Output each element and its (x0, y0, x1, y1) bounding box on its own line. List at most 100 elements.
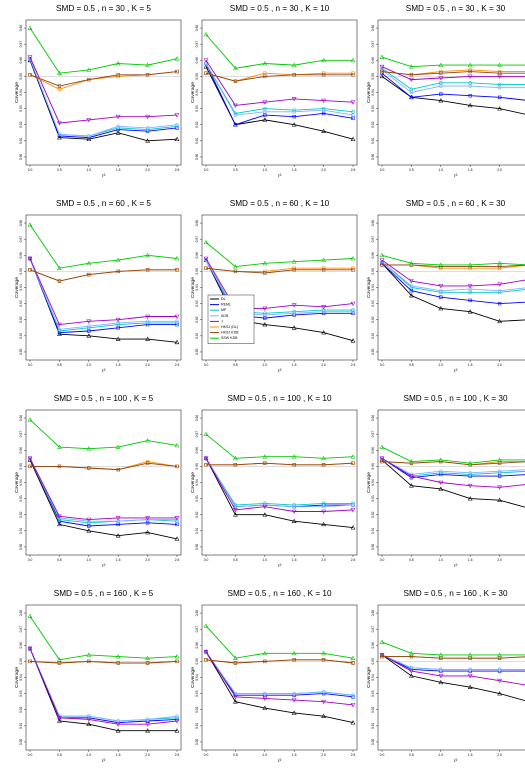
y-tick-label: 0.90 (371, 739, 375, 746)
legend-entry: SSW KDB (221, 336, 238, 340)
x-tick-label: 2.0 (145, 363, 150, 367)
series-line-3 (206, 458, 353, 505)
y-tick-label: 0.90 (19, 154, 23, 161)
series-line-5 (206, 60, 353, 105)
series-line-1 (30, 460, 177, 539)
panel-title: SMD = 0.5 , n = 30 , K = 10 (230, 4, 330, 13)
y-tick-label: 0.98 (371, 610, 375, 617)
x-tick-label: 2.5 (175, 363, 180, 367)
data-point (28, 614, 32, 617)
x-tick-label: 0.5 (57, 363, 62, 367)
x-tick-label: 0.0 (28, 558, 33, 562)
y-tick-label: 0.93 (19, 105, 23, 112)
series-line-8 (206, 626, 353, 658)
y-tick-label: 0.91 (371, 137, 375, 144)
y-tick-label: 0.97 (371, 236, 375, 243)
y-axis-label: Coverage (190, 667, 196, 688)
y-axis-label: Coverage (366, 82, 372, 103)
x-tick-label: 2.0 (497, 168, 502, 172)
plot-frame (202, 605, 357, 750)
series-line-8 (30, 616, 177, 660)
x-tick-label: 0.5 (233, 753, 238, 757)
y-tick-label: 0.98 (371, 25, 375, 32)
series-line-3 (382, 655, 525, 670)
series-line-7 (382, 462, 525, 465)
series-line-2 (30, 649, 177, 723)
series-line-1 (382, 76, 525, 115)
y-tick-label: 0.95 (371, 268, 375, 275)
plot-frame (378, 215, 525, 360)
y-tick-label: 0.93 (19, 495, 23, 502)
data-point (380, 55, 384, 58)
legend-entry: REML (221, 303, 231, 307)
y-tick-label: 0.98 (19, 220, 23, 227)
data-point (175, 57, 179, 60)
y-tick-label: 0.90 (195, 544, 199, 551)
x-tick-label: 2.0 (321, 753, 326, 757)
y-tick-label: 0.96 (195, 447, 199, 454)
plot-frame (202, 410, 357, 555)
plot-frame (26, 215, 181, 360)
x-tick-label: 0.0 (28, 168, 33, 172)
panel-6: SMD = 0.5 , n = 60 , K = 300.900.910.920… (366, 199, 525, 373)
y-tick-label: 0.92 (195, 121, 199, 128)
x-axis-label: τ² (278, 173, 282, 178)
y-axis-label: Coverage (366, 472, 372, 493)
y-tick-label: 0.93 (195, 105, 199, 112)
y-tick-label: 0.93 (371, 105, 375, 112)
x-tick-label: 1.5 (468, 363, 473, 367)
x-tick-label: 0.0 (204, 558, 209, 562)
y-tick-label: 0.90 (371, 154, 375, 161)
data-point (28, 26, 32, 29)
y-tick-label: 0.90 (19, 739, 23, 746)
series-line-8 (206, 434, 353, 458)
x-tick-label: 0.5 (57, 753, 62, 757)
x-axis-label: τ² (454, 563, 458, 568)
x-tick-label: 0.5 (409, 558, 414, 562)
x-tick-label: 2.5 (351, 363, 356, 367)
y-tick-label: 0.97 (371, 626, 375, 633)
x-tick-label: 2.0 (145, 558, 150, 562)
x-axis-label: τ² (278, 368, 282, 373)
x-axis-label: τ² (454, 173, 458, 178)
panel-title: SMD = 0.5 , n = 100 , K = 10 (228, 394, 332, 403)
x-tick-label: 1.5 (468, 168, 473, 172)
y-tick-label: 0.97 (19, 626, 23, 633)
data-point (204, 432, 208, 435)
x-tick-label: 0.0 (204, 363, 209, 367)
series-line-3 (206, 64, 353, 114)
y-tick-label: 0.96 (195, 57, 199, 64)
series-line-8 (382, 255, 525, 265)
series-line-8 (206, 35, 353, 69)
y-axis-label: Coverage (190, 82, 196, 103)
x-tick-label: 0.0 (380, 753, 385, 757)
x-tick-label: 1.5 (116, 168, 121, 172)
y-tick-label: 0.97 (371, 41, 375, 48)
y-tick-label: 0.97 (195, 236, 199, 243)
x-axis-label: τ² (102, 368, 106, 373)
y-tick-label: 0.97 (19, 236, 23, 243)
y-tick-label: 0.96 (19, 57, 23, 64)
y-tick-label: 0.95 (195, 463, 199, 470)
y-tick-label: 0.95 (19, 268, 23, 275)
y-tick-label: 0.98 (195, 415, 199, 422)
x-tick-label: 1.5 (292, 558, 297, 562)
series-line-7 (30, 72, 177, 87)
series-line-2 (382, 655, 525, 671)
y-tick-label: 0.90 (371, 544, 375, 551)
x-tick-label: 2.0 (497, 363, 502, 367)
panel-title: SMD = 0.5 , n = 60 , K = 5 (56, 199, 151, 208)
y-tick-label: 0.96 (19, 447, 23, 454)
series-line-2 (206, 458, 353, 506)
series-line-5 (30, 649, 177, 725)
x-tick-label: 1.5 (116, 363, 121, 367)
y-tick-label: 0.96 (371, 252, 375, 259)
y-tick-label: 0.91 (195, 722, 199, 729)
y-tick-label: 0.98 (371, 220, 375, 227)
x-tick-label: 0.0 (204, 168, 209, 172)
x-tick-label: 1.0 (439, 363, 444, 367)
series-line-8 (30, 420, 177, 449)
x-tick-label: 0.5 (233, 363, 238, 367)
panel-title: SMD = 0.5 , n = 30 , K = 5 (56, 4, 151, 13)
